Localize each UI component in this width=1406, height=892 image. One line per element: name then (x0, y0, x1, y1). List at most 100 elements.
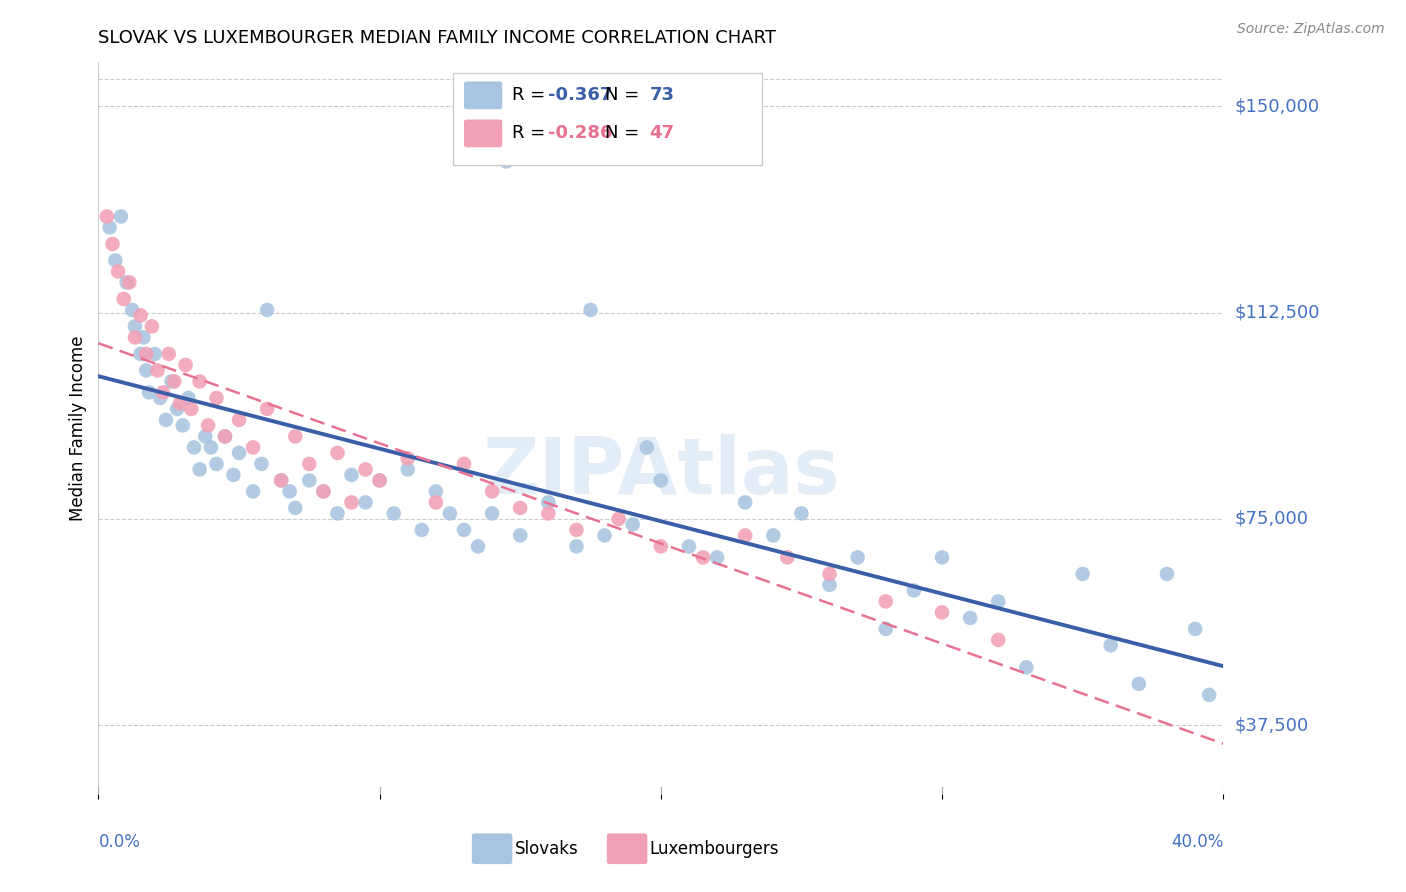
Point (135, 347, 157, 361)
Point (278, 484, 301, 499)
Point (340, 495, 363, 509)
Text: R =: R = (512, 124, 551, 143)
Point (481, 507, 503, 521)
Point (135, 363, 157, 377)
Point (149, 391, 172, 405)
Point (183, 441, 205, 455)
Point (875, 622, 897, 636)
Point (143, 347, 166, 361)
FancyBboxPatch shape (472, 833, 512, 864)
Point (565, 523, 588, 537)
Point (124, 319, 146, 334)
Point (242, 484, 264, 499)
Point (354, 462, 377, 476)
Text: $37,500: $37,500 (1234, 716, 1309, 734)
Point (368, 474, 391, 488)
Point (1099, 639, 1122, 653)
FancyBboxPatch shape (464, 81, 502, 109)
Point (678, 540, 700, 554)
Point (650, 474, 672, 488)
Point (396, 451, 419, 466)
Text: ZIPAtlas: ZIPAtlas (482, 434, 839, 510)
Point (411, 523, 433, 537)
Point (104, 253, 127, 268)
Point (326, 507, 349, 521)
Point (205, 391, 228, 405)
Point (132, 330, 155, 344)
Text: $150,000: $150,000 (1234, 97, 1319, 115)
Text: 73: 73 (650, 87, 675, 104)
Point (141, 319, 163, 334)
Point (270, 474, 292, 488)
Point (96, 210, 118, 224)
Point (312, 484, 335, 499)
Point (818, 566, 841, 581)
Y-axis label: Median Family Income: Median Family Income (69, 335, 87, 521)
Point (284, 429, 307, 443)
FancyBboxPatch shape (464, 120, 502, 147)
Point (987, 594, 1010, 608)
Point (112, 292, 135, 306)
Point (537, 495, 560, 509)
Point (200, 441, 222, 455)
Point (340, 467, 363, 482)
Point (197, 418, 219, 433)
Point (138, 385, 160, 400)
Point (160, 375, 183, 389)
Point (1156, 566, 1178, 581)
Point (146, 363, 169, 377)
Point (565, 540, 588, 554)
Point (650, 540, 672, 554)
Point (110, 210, 132, 224)
Point (382, 507, 405, 521)
Point (692, 550, 714, 565)
Point (155, 413, 177, 427)
Text: -0.367: -0.367 (548, 87, 613, 104)
Point (121, 302, 143, 317)
Text: 47: 47 (650, 124, 675, 143)
Point (256, 302, 278, 317)
Point (152, 385, 174, 400)
Text: R =: R = (512, 87, 551, 104)
Point (734, 495, 756, 509)
Point (846, 550, 869, 565)
Point (118, 276, 141, 290)
Point (172, 418, 194, 433)
Point (481, 484, 503, 499)
Point (298, 474, 321, 488)
Text: $112,500: $112,500 (1234, 303, 1320, 322)
Point (453, 523, 475, 537)
Point (959, 611, 981, 625)
Text: 0.0%: 0.0% (98, 833, 141, 851)
Point (101, 236, 124, 251)
Point (284, 500, 307, 515)
Point (903, 583, 925, 598)
Point (326, 446, 349, 460)
Point (762, 528, 785, 542)
FancyBboxPatch shape (607, 833, 647, 864)
Point (270, 474, 292, 488)
Point (169, 396, 191, 410)
Point (214, 429, 236, 443)
Point (425, 484, 447, 499)
Point (228, 413, 250, 427)
Point (354, 495, 377, 509)
FancyBboxPatch shape (453, 73, 762, 165)
Text: $75,000: $75,000 (1234, 510, 1309, 528)
Point (98, 220, 121, 235)
Point (124, 330, 146, 344)
Point (706, 550, 728, 565)
Point (163, 375, 186, 389)
Point (188, 462, 211, 476)
Point (509, 500, 531, 515)
Point (931, 550, 953, 565)
Point (312, 484, 335, 499)
Point (166, 401, 188, 416)
Point (1184, 622, 1206, 636)
Point (425, 495, 447, 509)
Text: Source: ZipAtlas.com: Source: ZipAtlas.com (1237, 22, 1385, 37)
Point (1015, 660, 1038, 674)
Point (129, 347, 152, 361)
Point (1071, 566, 1094, 581)
Text: 40.0%: 40.0% (1171, 833, 1223, 851)
